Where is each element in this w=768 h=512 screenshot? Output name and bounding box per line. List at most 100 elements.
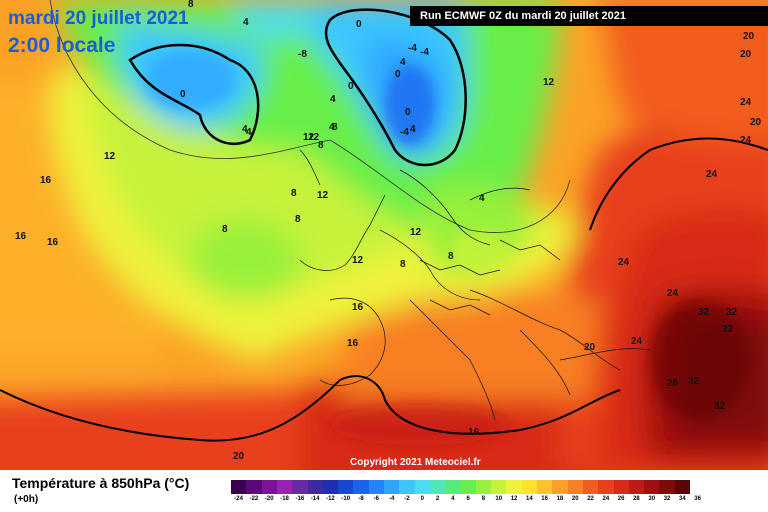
isotherm-label: 20	[750, 117, 762, 128]
legend-swatch	[613, 480, 630, 494]
legend-swatch	[567, 480, 584, 494]
copyright-text: Copyright 2021 Meteociel.fr	[350, 457, 481, 468]
legend-swatch	[659, 480, 676, 494]
forecast-time-title: 2:00 locale	[8, 34, 116, 57]
legend-tick-label: 14	[526, 496, 533, 502]
isotherm-label: 8	[222, 224, 228, 235]
legend-tick-label: -24	[234, 496, 243, 502]
legend-swatch	[429, 480, 446, 494]
isotherm-label: 4	[400, 57, 406, 68]
legend-tick-label: 26	[617, 496, 625, 502]
isotherm-label: 4	[330, 94, 336, 105]
temperature-map: mardi 20 juillet 2021 2:00 locale Run EC…	[0, 0, 768, 470]
legend-swatch	[322, 480, 339, 494]
legend-swatch	[338, 480, 354, 494]
isotherm-label: -4	[400, 127, 409, 138]
isotherm-label: -4	[408, 43, 417, 54]
legend-swatch	[521, 480, 538, 494]
isotherm-label: 8	[448, 251, 454, 262]
legend-swatch	[537, 480, 553, 494]
isotherm-label: -4	[420, 47, 429, 58]
isotherm-label: 32	[698, 307, 710, 318]
isotherm-label: 24	[631, 336, 643, 347]
isotherm-label: 8	[188, 0, 194, 10]
legend-swatch	[414, 480, 431, 494]
legend-swatch	[276, 480, 293, 494]
legend-tick-label: 10	[495, 496, 503, 502]
legend-tick-label: 4	[451, 496, 455, 502]
isotherm-label: -8	[298, 49, 307, 60]
isotherm-label: 8	[291, 188, 297, 199]
isotherm-label: 28	[667, 378, 679, 389]
isotherm-label: 32	[722, 324, 734, 335]
isotherm-label: 20	[584, 342, 596, 353]
legend-tick-label: 32	[663, 496, 671, 502]
legend-swatch	[353, 480, 370, 494]
legend-swatch	[628, 480, 645, 494]
isotherm-label: 12	[543, 77, 555, 88]
isotherm-label: 0	[356, 19, 362, 30]
isotherm-label: 24	[618, 257, 630, 268]
legend-tick-label: 28	[633, 496, 640, 502]
legend-swatch	[231, 480, 247, 494]
legend-tick-label: -8	[358, 496, 364, 502]
isotherm-label: 24	[740, 97, 752, 108]
legend-swatch	[582, 480, 599, 494]
legend-swatch	[552, 480, 569, 494]
legend-tick-label: 16	[541, 496, 548, 502]
map-canvas	[0, 0, 768, 470]
isotherm-label: 20	[233, 451, 245, 462]
isotherm-label: 0	[348, 81, 354, 92]
legend-swatch	[491, 480, 507, 494]
isotherm-label: 24	[706, 169, 718, 180]
isotherm-label: 20	[740, 49, 752, 60]
isotherm-label: 4	[410, 124, 416, 135]
isotherm-label: 12	[317, 190, 329, 201]
legend-tick-label: 34	[679, 496, 686, 502]
isotherm-label: 4	[329, 122, 335, 133]
isotherm-label: 4	[479, 193, 485, 204]
isotherm-label: 0	[395, 69, 401, 80]
legend-title: Température à 850hPa (°C)	[12, 475, 190, 491]
legend-tick-label: -4	[388, 496, 395, 502]
legend-subtitle: (+0h)	[14, 494, 39, 505]
legend-swatch	[246, 480, 263, 494]
isotherm-label: 0	[405, 107, 411, 118]
isotherm-label: 24	[740, 135, 752, 146]
legend-swatch	[506, 480, 523, 494]
legend-swatch	[674, 480, 691, 494]
isotherm-label: 4	[242, 124, 248, 135]
legend-tick-label: 30	[648, 496, 656, 502]
legend-swatch	[475, 480, 492, 494]
isotherm-lines	[0, 0, 768, 442]
legend-swatch	[384, 480, 400, 494]
legend-tick-label: -20	[264, 496, 274, 502]
legend-tick-label: -10	[341, 496, 351, 502]
isotherm-label: 12	[352, 255, 364, 266]
isotherm-label: 8	[318, 140, 324, 151]
isotherm-label: 16	[47, 237, 59, 248]
run-info-banner: Run ECMWF 0Z du mardi 20 juillet 2021	[410, 6, 768, 26]
legend-swatch	[292, 480, 308, 494]
legend-tick-label: -6	[373, 496, 380, 502]
isotherm-label: 8	[295, 214, 301, 225]
isotherm-label: 16	[40, 175, 52, 186]
legend-tick-label: -14	[310, 496, 320, 502]
legend-bar: Température à 850hPa (°C) (+0h) -24 -22 -2…	[0, 470, 768, 512]
legend-swatch	[598, 480, 614, 494]
isotherm-label: 32	[726, 307, 738, 318]
legend-tick-label: -12	[326, 496, 335, 502]
legend-swatch	[399, 480, 416, 494]
legend-tick-label: -18	[280, 496, 289, 502]
isotherm-label: 16	[347, 338, 359, 349]
legend-tick-label: 36	[694, 496, 701, 502]
legend-tick-label: 22	[587, 496, 594, 502]
legend-swatch	[261, 480, 278, 494]
isotherm-label: 24	[667, 288, 679, 299]
isotherm-label: 12	[303, 132, 315, 143]
isotherm-label: 8	[400, 259, 406, 270]
isotherm-label: 16	[352, 302, 364, 313]
coastlines	[299, 149, 651, 421]
legend-tick-label: -2	[404, 496, 410, 502]
legend-tick-label: 12	[510, 496, 518, 502]
